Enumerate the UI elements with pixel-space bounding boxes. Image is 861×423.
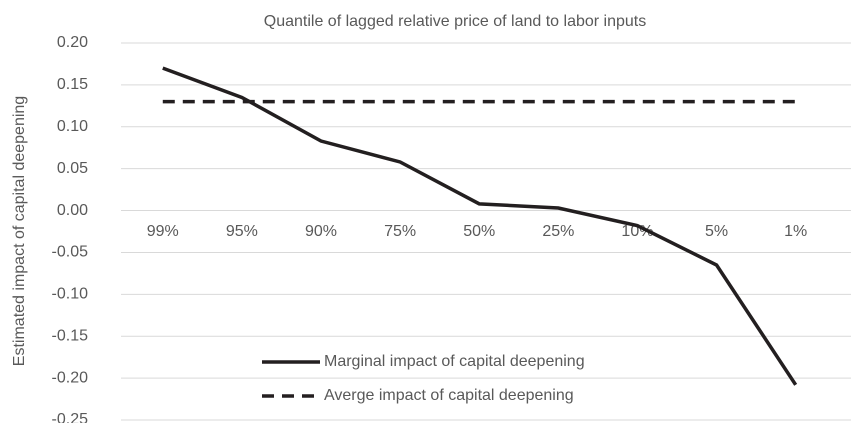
x-tick-label: 5% [705,223,728,240]
x-tick-label: 1% [784,223,807,240]
legend-label: Averge impact of capital deepening [324,387,574,404]
y-tick-label: 0.10 [57,118,88,135]
x-tick-label: 75% [384,223,416,240]
x-tick-label: 99% [147,223,179,240]
x-tick-label: 50% [463,223,495,240]
line-series [162,66,798,386]
y-tick-label: -0.25 [52,411,89,423]
y-tick-label: -0.20 [52,369,89,386]
y-tick-label: -0.05 [52,244,89,261]
y-tick-label: 0.20 [57,34,88,51]
x-tick-label: 10% [621,223,653,240]
y-tick-label: 0.00 [57,202,88,219]
y-axis-label: Estimated impact of capital deepening [11,96,28,366]
legend-label: Marginal impact of capital deepening [324,353,585,370]
y-tick-label: -0.15 [52,327,89,344]
chart-title: Quantile of lagged relative price of lan… [264,13,646,30]
y-tick-label: 0.15 [57,76,88,93]
x-tick-label: 95% [226,223,258,240]
x-tick-label: 25% [542,223,574,240]
x-tick-label: 90% [305,223,337,240]
y-tick-label: -0.10 [52,286,89,303]
y-tick-label: 0.05 [57,160,88,177]
